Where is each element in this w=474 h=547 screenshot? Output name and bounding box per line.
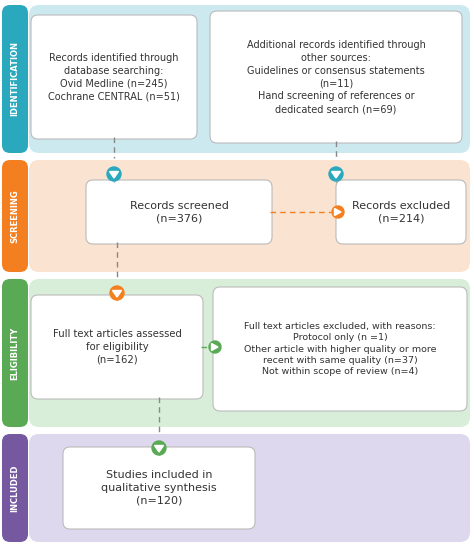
Text: Records screened
(n=376): Records screened (n=376) bbox=[129, 201, 228, 223]
Text: ELIGIBILITY: ELIGIBILITY bbox=[10, 327, 19, 380]
Text: Full text articles excluded, with reasons:
Protocol only (n =1)
Other article wi: Full text articles excluded, with reason… bbox=[244, 322, 436, 376]
FancyBboxPatch shape bbox=[336, 180, 466, 244]
Text: Studies included in
qualitative synthesis
(n=120): Studies included in qualitative synthesi… bbox=[101, 470, 217, 506]
FancyBboxPatch shape bbox=[213, 287, 467, 411]
Circle shape bbox=[332, 206, 344, 218]
Circle shape bbox=[209, 341, 221, 353]
FancyBboxPatch shape bbox=[31, 295, 203, 399]
FancyBboxPatch shape bbox=[31, 15, 197, 139]
FancyBboxPatch shape bbox=[63, 447, 255, 529]
Text: IDENTIFICATION: IDENTIFICATION bbox=[10, 42, 19, 117]
Text: Records excluded
(n=214): Records excluded (n=214) bbox=[352, 201, 450, 223]
FancyBboxPatch shape bbox=[2, 279, 28, 427]
FancyBboxPatch shape bbox=[29, 160, 470, 272]
Polygon shape bbox=[155, 445, 164, 452]
Polygon shape bbox=[109, 172, 118, 178]
Text: Full text articles assessed
for eligibility
(n=162): Full text articles assessed for eligibil… bbox=[53, 329, 182, 365]
FancyBboxPatch shape bbox=[2, 160, 28, 272]
FancyBboxPatch shape bbox=[2, 434, 28, 542]
Polygon shape bbox=[331, 172, 340, 178]
FancyBboxPatch shape bbox=[29, 5, 470, 153]
Text: Records identified through
database searching:
Ovid Medline (n=245)
Cochrane CEN: Records identified through database sear… bbox=[48, 53, 180, 101]
Circle shape bbox=[107, 167, 121, 181]
FancyBboxPatch shape bbox=[210, 11, 462, 143]
Circle shape bbox=[110, 286, 124, 300]
Text: INCLUDED: INCLUDED bbox=[10, 464, 19, 512]
Polygon shape bbox=[211, 344, 218, 351]
FancyBboxPatch shape bbox=[2, 5, 28, 153]
Circle shape bbox=[329, 167, 343, 181]
FancyBboxPatch shape bbox=[86, 180, 272, 244]
Polygon shape bbox=[112, 290, 121, 297]
Text: Additional records identified through
other sources:
Guidelines or consensus sta: Additional records identified through ot… bbox=[246, 40, 426, 114]
Text: SCREENING: SCREENING bbox=[10, 189, 19, 243]
Polygon shape bbox=[335, 208, 341, 216]
FancyBboxPatch shape bbox=[29, 434, 470, 542]
Circle shape bbox=[152, 441, 166, 455]
FancyBboxPatch shape bbox=[29, 279, 470, 427]
